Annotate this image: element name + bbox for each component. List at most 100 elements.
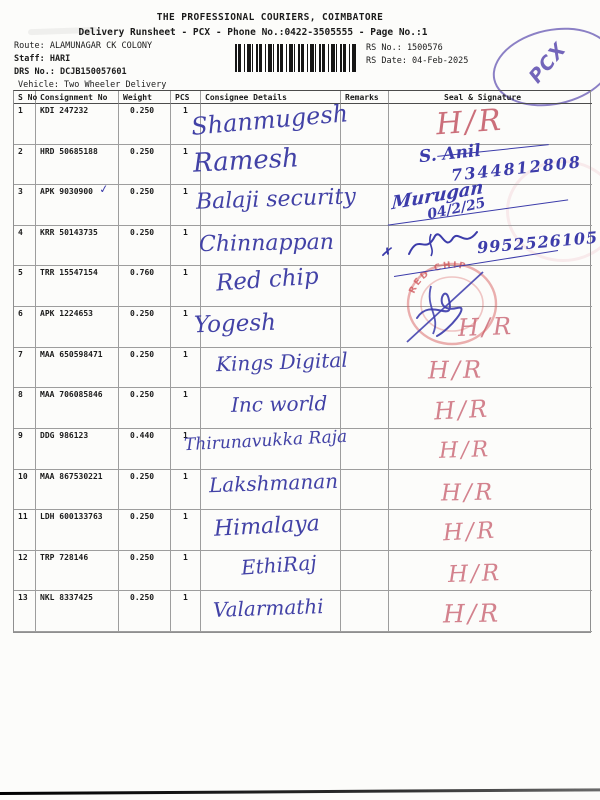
weight-cell: 0.250 xyxy=(119,144,171,186)
seal-cell: H/R xyxy=(389,551,592,592)
consignee-cell: Red chip xyxy=(201,263,341,308)
weight-cell: 0.250 xyxy=(119,469,171,511)
pcs-cell: 1 xyxy=(171,510,201,551)
seal-cell: ✗ 9952526105 xyxy=(381,226,599,277)
col-header-weight: Weight xyxy=(119,91,171,104)
consignee-handwriting: Shanmugesh xyxy=(190,99,350,141)
x-mark: ✗ xyxy=(380,244,392,260)
pcs-cell: 1 xyxy=(171,469,201,511)
weight-cell: 0.250 xyxy=(119,104,171,145)
seal-cell: H/R xyxy=(389,388,592,429)
sno-cell: 5 xyxy=(14,266,36,308)
consignee-handwriting: Ramesh xyxy=(192,142,300,179)
consignee-cell: Lakshmanan xyxy=(201,468,341,511)
consignment-cell: KDI 247232 xyxy=(36,104,119,145)
weight-cell: 0.250 xyxy=(119,185,171,226)
weight-cell: 0.250 xyxy=(119,591,171,632)
seal-cell: H/R xyxy=(389,591,592,632)
seal-cell: H/R xyxy=(389,102,592,145)
remarks-cell xyxy=(341,347,389,389)
seal-cell: Murugan 04/2/25 xyxy=(387,177,592,226)
consignee-handwriting: Valarmathi xyxy=(212,594,325,623)
pcs-cell: 1 xyxy=(171,388,201,429)
col-header-remarks: Remarks xyxy=(341,91,389,104)
pcs-cell: 1 xyxy=(171,225,201,267)
seal-cell: RED CHIP xyxy=(389,261,592,346)
hr-mark: H/R xyxy=(440,479,496,507)
consignment-cell: TRR 15547154 xyxy=(36,266,119,308)
consignment-cell: MAA 650598471 xyxy=(36,347,119,389)
remarks-cell xyxy=(341,104,389,145)
sno-cell: 3 xyxy=(14,185,36,226)
consignee-cell: Valarmathi xyxy=(201,591,341,632)
consignee-cell: Ramesh xyxy=(192,143,341,186)
sno-cell: 9 xyxy=(14,428,36,470)
red-chip-stamp: RED CHIP xyxy=(406,261,498,346)
weight-cell: 0.250 xyxy=(119,307,171,348)
sno-cell: 2 xyxy=(14,144,36,186)
signature-scribble xyxy=(408,230,478,257)
col-header-consignment: Consignment No xyxy=(36,91,119,104)
page-title: THE PROFESSIONAL COURIERS, COIMBATORE xyxy=(156,12,384,23)
consignee-handwriting: Balaji security xyxy=(195,184,357,216)
consignment-cell: MAA 867530221 xyxy=(36,469,119,511)
page-subtitle: Delivery Runsheet - PCX - Phone No.:0422… xyxy=(78,27,428,38)
remarks-cell xyxy=(341,266,389,308)
consignment-cell: NKL 8337425 xyxy=(36,591,119,632)
consignee-handwriting: Kings Digital xyxy=(215,347,349,376)
weight-cell: 0.250 xyxy=(119,347,171,389)
consignee-handwriting: Yogesh xyxy=(193,309,277,339)
vehicle-line: Vehicle: Two Wheeler Delivery xyxy=(18,80,167,90)
consignee-cell: Inc world xyxy=(201,388,341,429)
pcs-cell: 1 xyxy=(171,428,201,470)
col-header-pcs: PCS xyxy=(171,91,201,104)
consignment-cell: TRP 728146 xyxy=(36,550,119,592)
header-meta-right: RS No.: 1500576 RS Date: 04-Feb-2025 xyxy=(366,42,468,68)
sno-cell: 6 xyxy=(14,307,36,348)
consignment-cell: KRR 50143735 xyxy=(36,225,119,267)
consignee-cell: Chinnappan xyxy=(199,225,341,267)
col-header-seal: Seal & Signature xyxy=(389,91,592,104)
drs-no-line: DRS No.: DCJB150057601 xyxy=(14,67,127,77)
header-meta-left: Route: ALAMUNAGAR CK COLONY Staff: HARI … xyxy=(14,40,166,92)
consignee-handwriting: Himalaya xyxy=(213,511,321,542)
consignee-cell: Balaji security xyxy=(196,184,356,226)
remarks-cell xyxy=(341,550,389,592)
pcs-cell: 1 xyxy=(171,307,201,348)
consignee-cell: Kings Digital xyxy=(201,347,348,389)
weight-cell: 0.250 xyxy=(119,225,171,267)
pcs-cell: 1 xyxy=(171,550,201,592)
sno-cell: 4 xyxy=(14,225,36,267)
consignment-cell: APK 1224653 xyxy=(36,307,119,348)
sno-cell: 13 xyxy=(14,591,36,632)
staff-line: Staff: HARI xyxy=(14,54,71,64)
remarks-cell xyxy=(341,510,389,551)
consignee-handwriting: Lakshmanan xyxy=(208,468,339,497)
weight-cell: 0.760 xyxy=(119,266,171,308)
weight-cell: 0.440 xyxy=(119,428,171,470)
seal-cell: H/R xyxy=(389,348,592,389)
remarks-cell xyxy=(341,307,389,348)
route-line: Route: ALAMUNAGAR CK COLONY xyxy=(14,41,153,51)
rs-date-line: RS Date: 04-Feb-2025 xyxy=(366,56,469,66)
remarks-cell xyxy=(341,185,389,226)
consignee-handwriting: Red chip xyxy=(215,263,320,298)
sno-cell: 8 xyxy=(14,388,36,429)
weight-cell: 0.250 xyxy=(119,388,171,429)
seal-cell: H/R xyxy=(389,510,592,551)
pcs-cell: 1 xyxy=(171,347,201,389)
runsheet-table: S No Consignment No Weight PCS Consignee… xyxy=(13,90,599,633)
consignment-cell: APK 9030900 ✓ xyxy=(36,182,119,226)
hr-mark: H/R xyxy=(442,517,498,547)
consignee-handwriting: Inc world xyxy=(230,391,328,418)
hr-mark: H/R xyxy=(434,102,505,143)
remarks-cell xyxy=(341,388,389,429)
scan-edge-line xyxy=(0,788,600,795)
remarks-cell xyxy=(341,591,389,632)
consignee-cell: Thirunavukka Raja xyxy=(184,427,348,470)
barcode xyxy=(235,44,356,72)
consignment-cell: HRD 50685188 xyxy=(36,144,119,186)
hr-mark: H/R xyxy=(438,437,492,464)
seal-cell: H/R xyxy=(389,470,592,511)
